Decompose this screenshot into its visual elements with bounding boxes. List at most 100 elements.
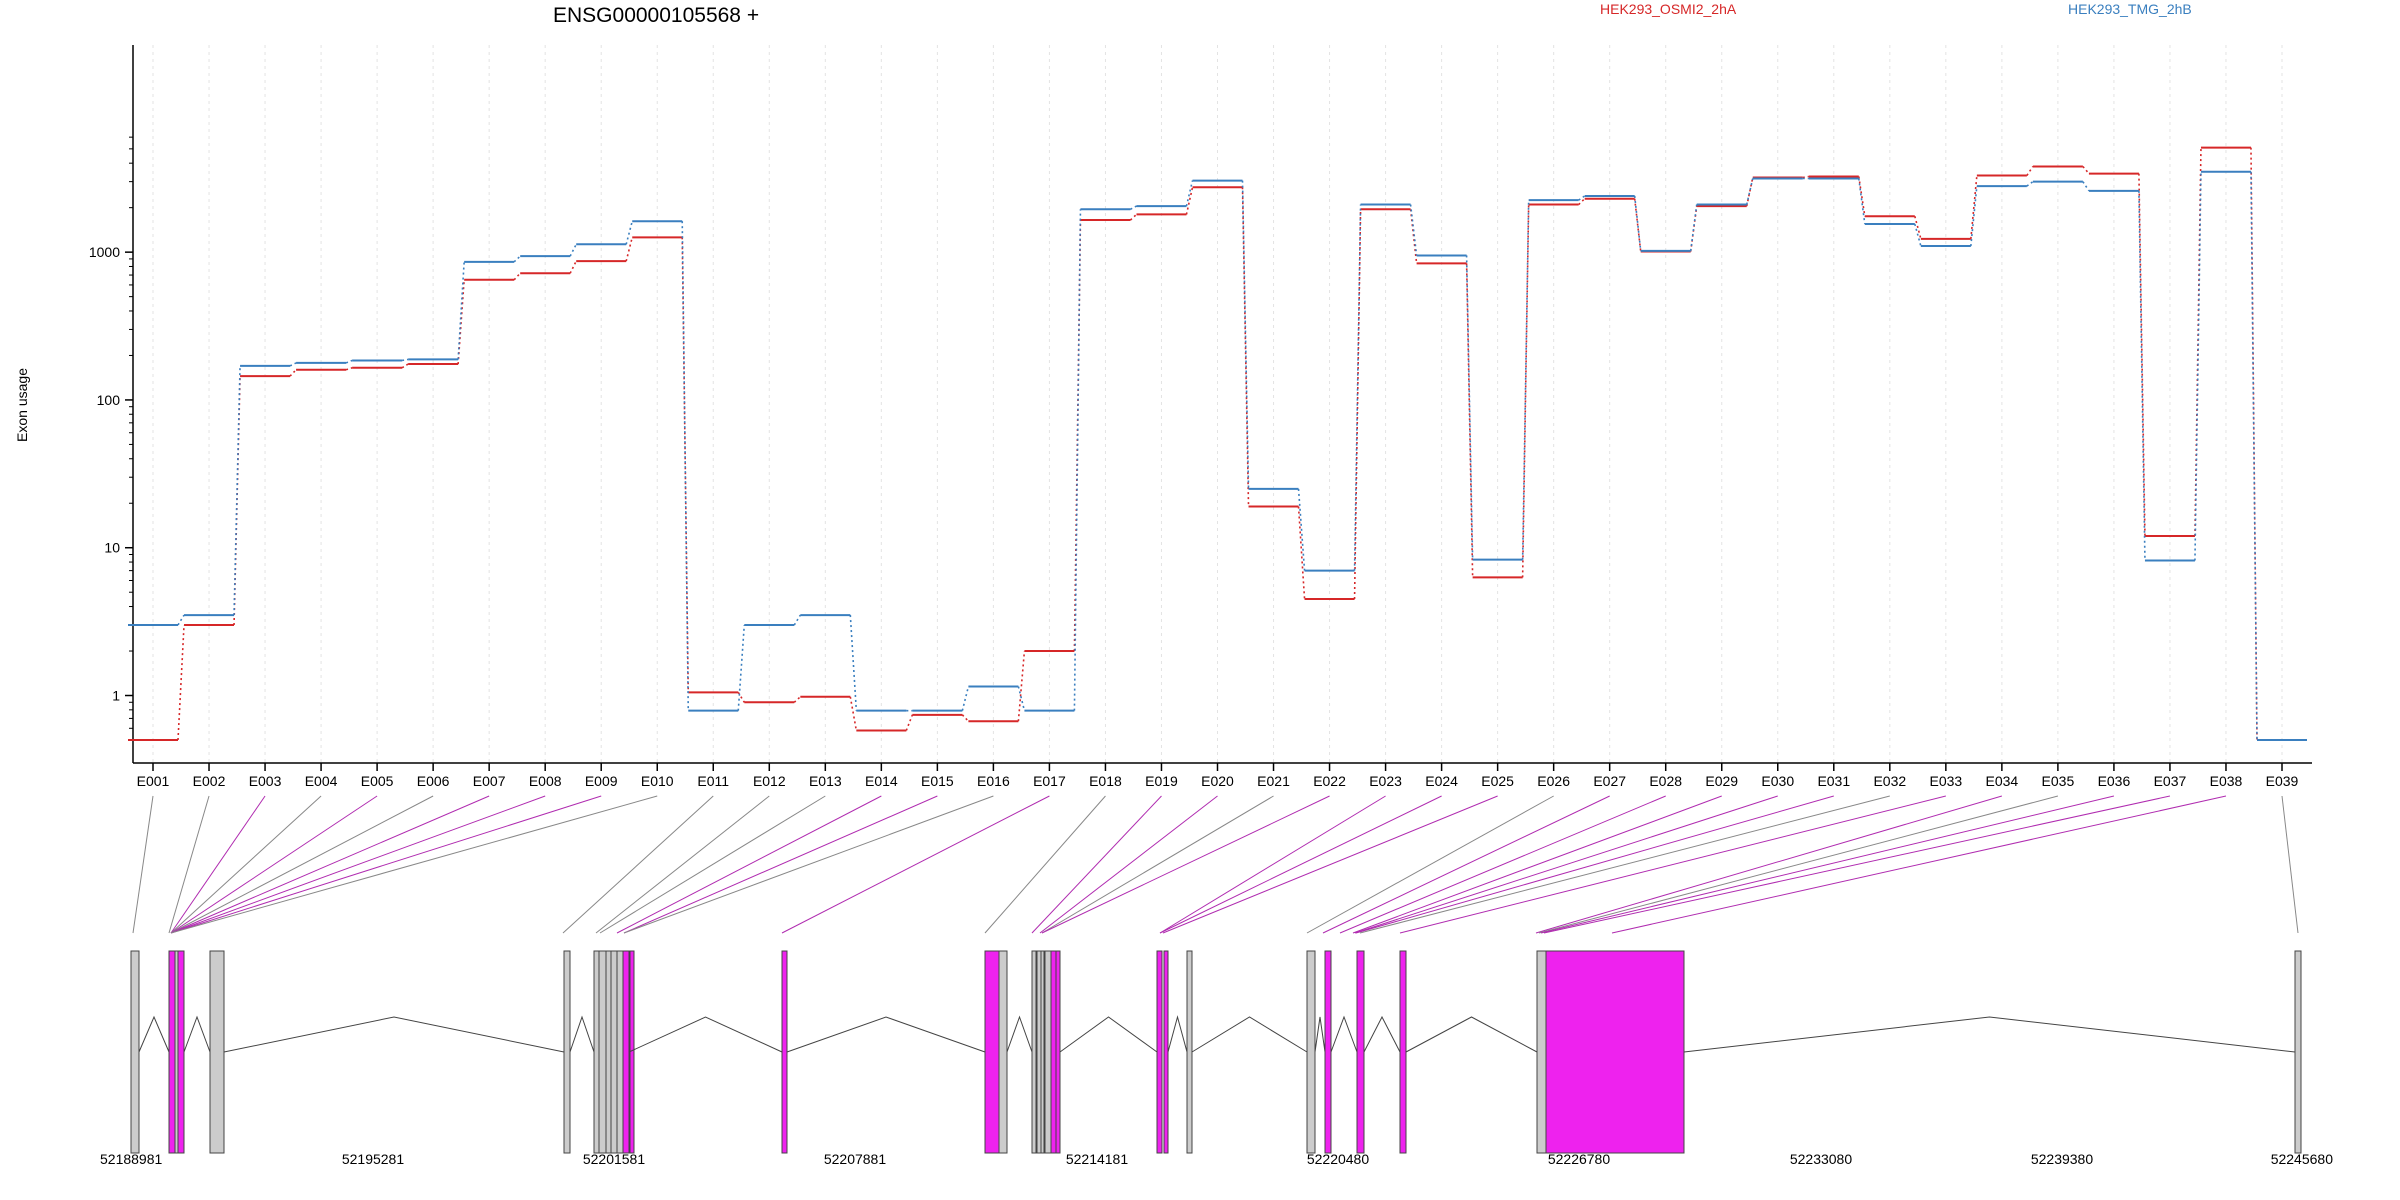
series-connector	[793, 614, 801, 626]
series-connector	[1185, 180, 1194, 207]
coordinate-label: 52245680	[2271, 1151, 2334, 1167]
coordinate-label: 52233080	[1790, 1151, 1853, 1167]
exon-label: E039	[2266, 773, 2299, 789]
exon-block	[209, 950, 225, 1154]
series-connector	[1409, 209, 1418, 264]
exon-label: E020	[1201, 773, 1234, 789]
series-connector	[457, 279, 465, 365]
series-connector	[1409, 204, 1418, 256]
exon-connector	[1535, 795, 2003, 934]
exon-connector	[1352, 795, 1722, 934]
exon-block	[593, 950, 600, 1154]
exon-block	[1536, 950, 1547, 1154]
intron-line	[138, 1015, 170, 1053]
exon-block	[1156, 950, 1163, 1154]
series-connector	[905, 714, 914, 731]
exon-connector	[623, 795, 994, 934]
exon-block	[998, 950, 1008, 1154]
gene-model	[130, 950, 2302, 1154]
exon-block	[1031, 950, 1037, 1154]
exon-connector	[1611, 795, 2227, 934]
series-connector	[1970, 175, 1978, 239]
series-connector	[233, 365, 241, 616]
exon-label: E035	[2042, 773, 2075, 789]
series-connector	[2250, 171, 2258, 741]
intron-line	[1363, 1015, 1401, 1053]
exon-label: E003	[249, 773, 282, 789]
exon-label: E029	[1705, 773, 1738, 789]
intron-line	[628, 1016, 783, 1053]
intron-line	[569, 1015, 595, 1053]
series-connector	[569, 243, 577, 257]
exon-block	[168, 950, 176, 1154]
y-tick-label: 10	[104, 540, 120, 556]
series-connector	[2026, 180, 2034, 187]
exon-label: E007	[473, 773, 506, 789]
coordinate-label: 52239380	[2031, 1151, 2094, 1167]
series-connector	[1465, 255, 1474, 560]
intron-line	[786, 1016, 986, 1053]
series-connector	[849, 615, 858, 711]
series-connector	[1521, 204, 1530, 578]
series-connector	[401, 363, 409, 369]
exon-label: E013	[809, 773, 842, 789]
genomic-coordinates: 52188981 52195281 52201581 52207881 52214181…	[100, 1151, 2333, 1167]
series-connector	[681, 237, 690, 693]
series-connector	[1017, 686, 1026, 711]
exon-block	[1545, 950, 1685, 1154]
exon-label: E006	[417, 773, 450, 789]
exon-label: E022	[1313, 773, 1346, 789]
exon-connector	[599, 795, 826, 934]
exon-label: E019	[1145, 773, 1178, 789]
exon-label: E011	[697, 773, 729, 789]
exon-block	[1356, 950, 1365, 1154]
intron-line	[1683, 1016, 2296, 1053]
series-connector	[625, 237, 634, 262]
series-connector	[1745, 177, 1754, 207]
exon-label: E009	[585, 773, 618, 789]
exon-labels: E001 E002 E003 E004 E005 E006 E007 E008 E009 E010…	[137, 773, 2299, 789]
intron-line	[1059, 1016, 1158, 1053]
exon-connector	[1322, 795, 1610, 934]
exon-connector	[1354, 795, 1778, 934]
series-connector	[2138, 173, 2146, 537]
series-connector	[681, 221, 690, 711]
exon-block	[984, 950, 1000, 1154]
series-connector	[1857, 178, 1866, 225]
exon-label: E037	[2154, 773, 2187, 789]
series-connector	[1578, 195, 1586, 201]
exon-connector	[170, 795, 490, 934]
exon-connector	[2281, 795, 2299, 934]
exon-label: E005	[361, 773, 394, 789]
exon-connector	[170, 795, 602, 934]
exon-label: E024	[1425, 773, 1458, 789]
exon-label: E021	[1257, 773, 1290, 789]
exon-block	[1036, 950, 1042, 1154]
exon-label: E004	[305, 773, 338, 789]
exon-label: E012	[753, 773, 786, 789]
series-connector	[2194, 171, 2202, 561]
intron-line	[183, 1015, 211, 1053]
legend-label-series-a: HEK293_OSMI2_2hA	[1600, 1, 1737, 17]
series-connector	[849, 696, 858, 731]
exon-block	[563, 950, 571, 1154]
series-connector	[1353, 204, 1362, 571]
series-connector	[1914, 223, 1922, 247]
exon-label: E038	[2210, 773, 2243, 789]
exon-label: E008	[529, 773, 562, 789]
series-connector	[289, 362, 297, 367]
exon-label: E033	[1929, 773, 1962, 789]
series-connector	[2194, 147, 2202, 537]
exon-block	[1306, 950, 1316, 1154]
series-connector	[793, 696, 801, 703]
exon-block	[130, 950, 140, 1154]
exon-connector	[1159, 795, 1442, 934]
exon-label: E018	[1089, 773, 1122, 789]
series-lines	[128, 146, 2307, 741]
exon-connector	[170, 795, 546, 934]
exon-label: E032	[1873, 773, 1906, 789]
exon-connector	[1162, 795, 1498, 934]
series-connector	[1578, 198, 1586, 206]
series-connector	[1914, 216, 1922, 240]
